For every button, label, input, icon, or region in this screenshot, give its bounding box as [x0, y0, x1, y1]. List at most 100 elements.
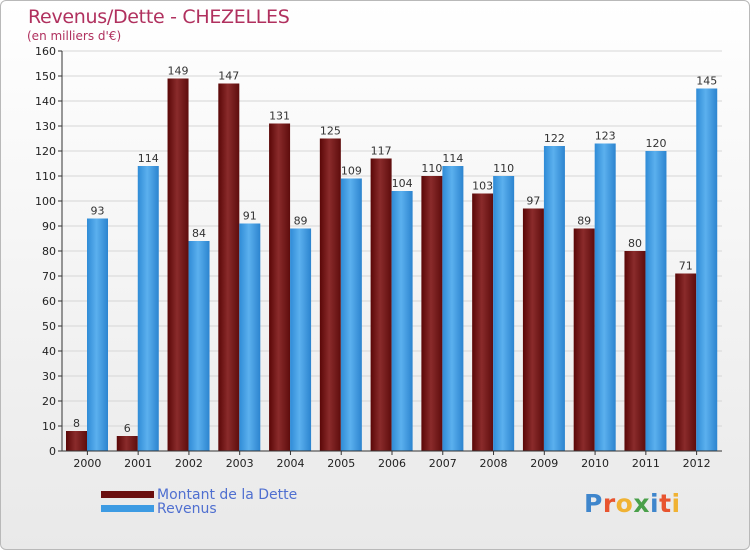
y-tick-label: 70 [42, 270, 56, 283]
data-label-revenus: 122 [544, 132, 565, 145]
bar-dette [218, 83, 240, 451]
bar-dette [370, 158, 392, 451]
x-tick-label: 2002 [175, 457, 203, 470]
y-tick-label: 0 [49, 445, 56, 458]
logo-letter: t [659, 489, 672, 518]
data-label-dette: 71 [679, 260, 693, 273]
data-label-revenus: 84 [192, 227, 206, 240]
legend-label-dette: Montant de la Dette [157, 487, 298, 503]
y-tick-label: 100 [35, 195, 56, 208]
data-label-dette: 6 [124, 422, 131, 435]
y-tick-label: 150 [35, 70, 56, 83]
bars-layer [66, 78, 718, 451]
bar-revenus [290, 228, 312, 451]
bar-revenus [391, 191, 413, 451]
data-label-dette: 149 [168, 65, 189, 78]
bar-revenus [594, 143, 616, 451]
x-tick-label: 2007 [429, 457, 457, 470]
logo-letter: o [615, 489, 634, 518]
logo-letter: i [650, 489, 660, 518]
data-label-dette: 8 [73, 417, 80, 430]
y-tick-label: 40 [42, 345, 56, 358]
y-tick-label: 140 [35, 95, 56, 108]
bar-revenus [442, 166, 464, 451]
data-label-revenus: 114 [138, 152, 159, 165]
y-tick-label: 80 [42, 245, 56, 258]
bar-dette [116, 436, 138, 451]
bar-revenus [239, 223, 261, 451]
y-tick-label: 160 [35, 45, 56, 58]
bar-revenus [493, 176, 515, 451]
bar-revenus [696, 88, 718, 451]
x-tick-label: 2004 [276, 457, 304, 470]
bar-dette [421, 176, 443, 451]
y-tick-label: 30 [42, 370, 56, 383]
data-label-dette: 131 [269, 110, 290, 123]
data-label-dette: 110 [421, 162, 442, 175]
data-label-dette: 103 [472, 180, 493, 193]
bar-dette [269, 123, 291, 451]
bar-revenus [645, 151, 667, 451]
data-label-revenus: 145 [696, 75, 717, 88]
y-tick-label: 90 [42, 220, 56, 233]
bar-revenus [340, 178, 362, 451]
bar-dette [675, 273, 697, 451]
axis-layer: 0 10 20 30 40 50 60 70 80 90 100 110 120 130 140 150 160… [35, 45, 722, 470]
data-label-revenus: 93 [91, 205, 105, 218]
x-tick-label: 2012 [683, 457, 711, 470]
y-tick-label: 60 [42, 295, 56, 308]
data-label-revenus: 114 [442, 152, 463, 165]
y-tick-label: 10 [42, 420, 56, 433]
x-tick-label: 2006 [378, 457, 406, 470]
data-label-revenus: 104 [392, 177, 413, 190]
x-tick-label: 2010 [581, 457, 609, 470]
proxiti-logo: Proxiti [584, 489, 681, 518]
data-label-dette: 80 [628, 237, 642, 250]
data-label-dette: 89 [577, 215, 591, 228]
legend-label-revenus: Revenus [157, 501, 217, 517]
x-tick-label: 2001 [124, 457, 152, 470]
x-tick-label: 2000 [73, 457, 101, 470]
logo-letter: r [602, 489, 616, 518]
data-label-dette: 117 [371, 145, 392, 158]
x-tick-label: 2008 [480, 457, 508, 470]
legend-swatch-revenus [101, 505, 154, 512]
data-label-revenus: 120 [645, 137, 666, 150]
legend-swatch-dette [101, 491, 154, 498]
data-label-revenus: 91 [243, 210, 257, 223]
bar-dette [319, 138, 341, 451]
y-tick-label: 130 [35, 120, 56, 133]
logo-letter: i [671, 489, 681, 518]
x-tick-label: 2003 [226, 457, 254, 470]
data-label-revenus: 89 [294, 215, 308, 228]
logo-letter: x [633, 489, 650, 518]
labels-layer: 8936114149841479113189125109117104110114… [73, 65, 717, 436]
x-tick-label: 2005 [327, 457, 355, 470]
data-label-revenus: 123 [595, 130, 616, 143]
chart-title: Revenus/Dette - CHEZELLES [28, 6, 290, 28]
data-label-revenus: 109 [341, 165, 362, 178]
chart-subtitle: (en milliers d'€) [27, 29, 122, 43]
bar-dette [167, 78, 189, 451]
bar-revenus [543, 146, 565, 451]
bar-revenus [87, 218, 108, 451]
x-tick-label: 2009 [530, 457, 558, 470]
data-label-dette: 147 [218, 70, 239, 83]
y-tick-label: 120 [35, 145, 56, 158]
data-label-dette: 125 [320, 125, 341, 138]
bar-dette [472, 193, 494, 451]
y-tick-label: 20 [42, 395, 56, 408]
data-label-revenus: 110 [493, 162, 514, 175]
bar-dette [573, 228, 595, 451]
logo-letter: P [584, 489, 603, 518]
bar-revenus [188, 241, 210, 451]
bar-revenus [137, 166, 159, 451]
bar-dette [66, 431, 87, 451]
bar-dette [624, 251, 646, 451]
bar-dette [522, 208, 544, 451]
y-tick-label: 50 [42, 320, 56, 333]
x-tick-label: 2011 [632, 457, 660, 470]
y-tick-label: 110 [35, 170, 56, 183]
